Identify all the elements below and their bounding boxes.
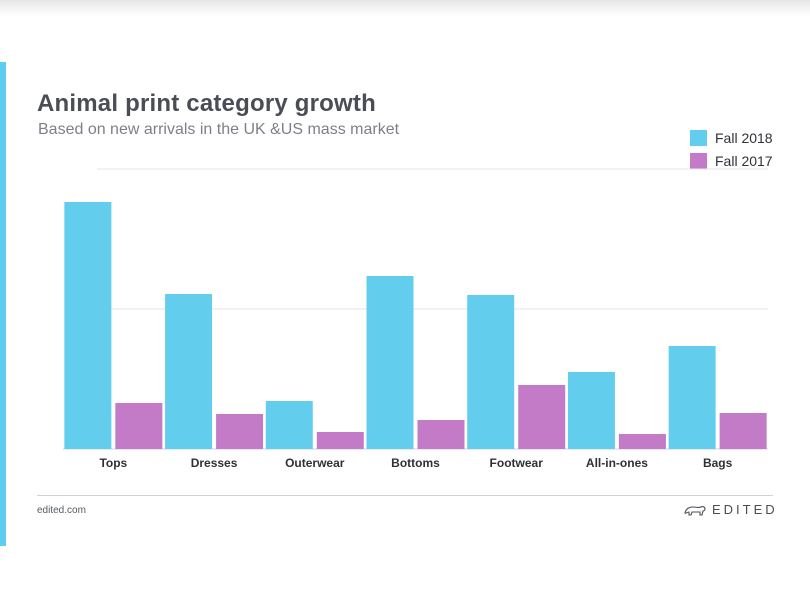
chart-subtitle: Based on new arrivals in the UK &US mass… [38, 121, 400, 138]
bar-fall-2018-tops [64, 202, 112, 449]
bar-fall-2017-footwear [518, 385, 566, 449]
bar-fall-2017-dresses [216, 414, 264, 449]
top-shadow [0, 0, 810, 16]
bar-fall-2018-bottoms [366, 276, 414, 449]
bar-fall-2018-all-in-ones [567, 372, 615, 449]
chart-title: Animal print category growth [37, 90, 376, 117]
bar-fall-2018-bags [668, 346, 716, 449]
x-tick-label: Outerwear [285, 456, 345, 470]
polar-bear-icon [684, 505, 706, 516]
bar-fall-2017-all-in-ones [618, 434, 666, 449]
brand-name: EDITED [712, 502, 778, 517]
x-tick-label: Bags [703, 456, 733, 470]
legend-item-fall-2018: Fall 2018 [690, 127, 773, 149]
bar-fall-2018-footwear [467, 295, 515, 449]
legend-swatch-fall-2017 [690, 153, 707, 169]
bar-fall-2017-outerwear [316, 432, 364, 449]
legend-swatch-fall-2018 [690, 130, 707, 146]
legend-label-fall-2017: Fall 2017 [715, 153, 773, 169]
legend-label-fall-2018: Fall 2018 [715, 130, 773, 146]
bar-fall-2018-outerwear [265, 401, 313, 449]
footer-divider [37, 495, 773, 496]
bar-fall-2017-tops [115, 403, 163, 449]
x-tick-label: Footwear [490, 456, 544, 470]
bar-fall-2018-dresses [165, 294, 213, 449]
x-tick-label: Bottoms [391, 456, 440, 470]
legend-item-fall-2017: Fall 2017 [690, 150, 773, 172]
footer-site[interactable]: edited.com [37, 505, 86, 516]
x-tick-label: Dresses [191, 456, 238, 470]
brand-logo: EDITED [683, 502, 778, 517]
bar-fall-2017-bottoms [417, 420, 465, 449]
bar-fall-2017-bags [719, 413, 767, 449]
x-tick-label: All-in-ones [586, 456, 648, 470]
x-tick-label: Tops [99, 456, 127, 470]
accent-bar [0, 62, 6, 546]
legend: Fall 2018 Fall 2017 [690, 127, 773, 173]
